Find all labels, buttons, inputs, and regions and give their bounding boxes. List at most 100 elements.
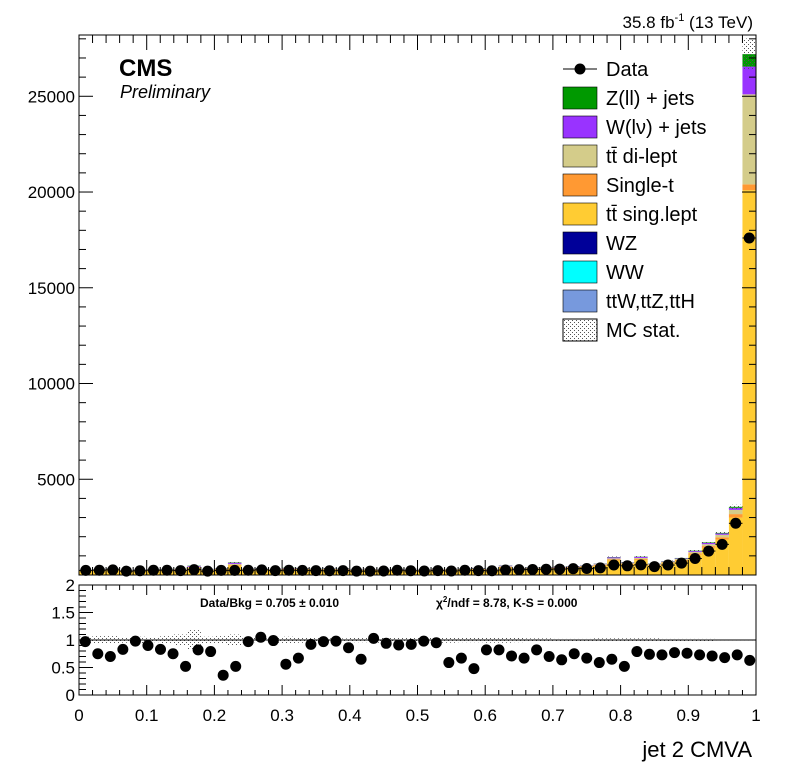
data-point (80, 564, 92, 576)
ratio-point (154, 643, 166, 655)
ratio-point (643, 648, 655, 660)
ratio-point (506, 650, 518, 662)
ratio-point (317, 636, 329, 648)
x-tick-label: 0 (74, 706, 83, 725)
ratio-point (556, 654, 568, 666)
legend-swatch (562, 202, 598, 226)
data-point (621, 560, 633, 572)
data-point (310, 565, 322, 577)
data-point (283, 564, 295, 576)
ratio-y-tick-label: 0 (66, 686, 75, 705)
y-tick-label: 25000 (28, 87, 75, 106)
legend-label: W(lν) + jets (606, 117, 707, 139)
chi2-symbol: χ (436, 596, 443, 610)
data-point (418, 565, 430, 577)
data-point (743, 232, 755, 244)
data-point (432, 565, 444, 577)
data-point (296, 564, 308, 576)
data-point (391, 564, 403, 576)
mc-stat-band (607, 556, 621, 558)
data-point (351, 565, 363, 577)
data-point (323, 565, 335, 577)
data-point (445, 565, 457, 577)
lumi-exponent: -1 (675, 12, 685, 24)
legend-swatch (562, 289, 598, 313)
legend-label: MC stat. (606, 320, 680, 342)
cms-label: CMS (119, 55, 172, 82)
chi2-summary: χ2/ndf = 8.78, K-S = 0.000 (436, 595, 578, 610)
stack-bar (607, 557, 621, 559)
x-tick-label: 0.5 (406, 706, 430, 725)
data-point (269, 565, 281, 577)
stack-bar (227, 563, 242, 566)
ratio-point (568, 648, 580, 660)
data-point (567, 563, 579, 575)
data-point (486, 565, 498, 577)
data-point (459, 564, 471, 576)
mc-stat-band (728, 504, 743, 509)
ratio-point (606, 653, 618, 665)
ratio-point (142, 640, 154, 651)
legend-swatch (562, 86, 598, 110)
ratio-point (543, 651, 555, 662)
y-tick-label: 15000 (28, 279, 75, 298)
ratio-y-tick-label: 1.5 (51, 604, 75, 623)
x-tick-label: 0.1 (135, 706, 159, 725)
mc-stat-band (715, 531, 729, 535)
mc-stat-band (742, 38, 756, 70)
data-point (648, 561, 660, 573)
ratio-point (405, 638, 417, 650)
ratio-point (292, 652, 304, 664)
chi2-rest: /ndf = 8.78, K-S = 0.000 (447, 596, 577, 610)
ratio-point (180, 660, 192, 672)
ratio-point (744, 654, 756, 666)
stack-bar (634, 557, 648, 560)
ratio-point (330, 635, 342, 647)
ratio-point (518, 652, 530, 664)
data-point (378, 565, 390, 577)
stack-bar (728, 517, 743, 575)
x-tick-label: 0.9 (676, 706, 700, 725)
stack-bar (715, 537, 729, 540)
legend-label: WZ (606, 233, 637, 255)
data-point (405, 565, 417, 577)
ratio-point (681, 647, 693, 659)
data-point (188, 564, 200, 576)
stack-bar (701, 544, 716, 547)
legend-swatch (562, 260, 598, 284)
mc-stat-band (227, 561, 242, 563)
chi2-exponent: 2 (443, 595, 448, 604)
lumi-value: 35.8 fb (623, 13, 675, 32)
data-bkg-error: ± 0.010 (299, 596, 339, 610)
data-point (215, 564, 227, 576)
data-point (242, 564, 254, 576)
legend-marker (574, 63, 586, 75)
ratio-point (618, 660, 630, 672)
data-point (730, 517, 742, 529)
ratio-point (230, 660, 242, 672)
main-histogram: 5000 10000 15000 20000 25000 (28, 34, 757, 577)
ratio-point (117, 643, 129, 655)
data-point (676, 557, 688, 569)
energy-label: (13 TeV) (689, 13, 753, 32)
ratio-point (217, 669, 229, 681)
x-tick-label: 0.7 (541, 706, 565, 725)
x-axis-label: jet 2 CMVA (641, 737, 752, 762)
stack-bar (688, 551, 702, 554)
ratio-point (255, 631, 267, 643)
data-point (527, 563, 539, 575)
stack-bar (688, 551, 702, 552)
legend-swatch (562, 144, 598, 168)
ratio-point (531, 644, 543, 656)
data-point (337, 565, 349, 577)
data-point (554, 563, 566, 575)
data-point (581, 562, 593, 574)
ratio-point (731, 649, 743, 661)
ratio-point (393, 639, 405, 651)
legend-label: tt̄ sing.lept (606, 204, 698, 226)
ratio-point (418, 635, 430, 647)
stack-bar (607, 558, 621, 560)
ratio-point (443, 657, 455, 669)
ratio-point (719, 652, 731, 664)
data-point (147, 564, 159, 576)
